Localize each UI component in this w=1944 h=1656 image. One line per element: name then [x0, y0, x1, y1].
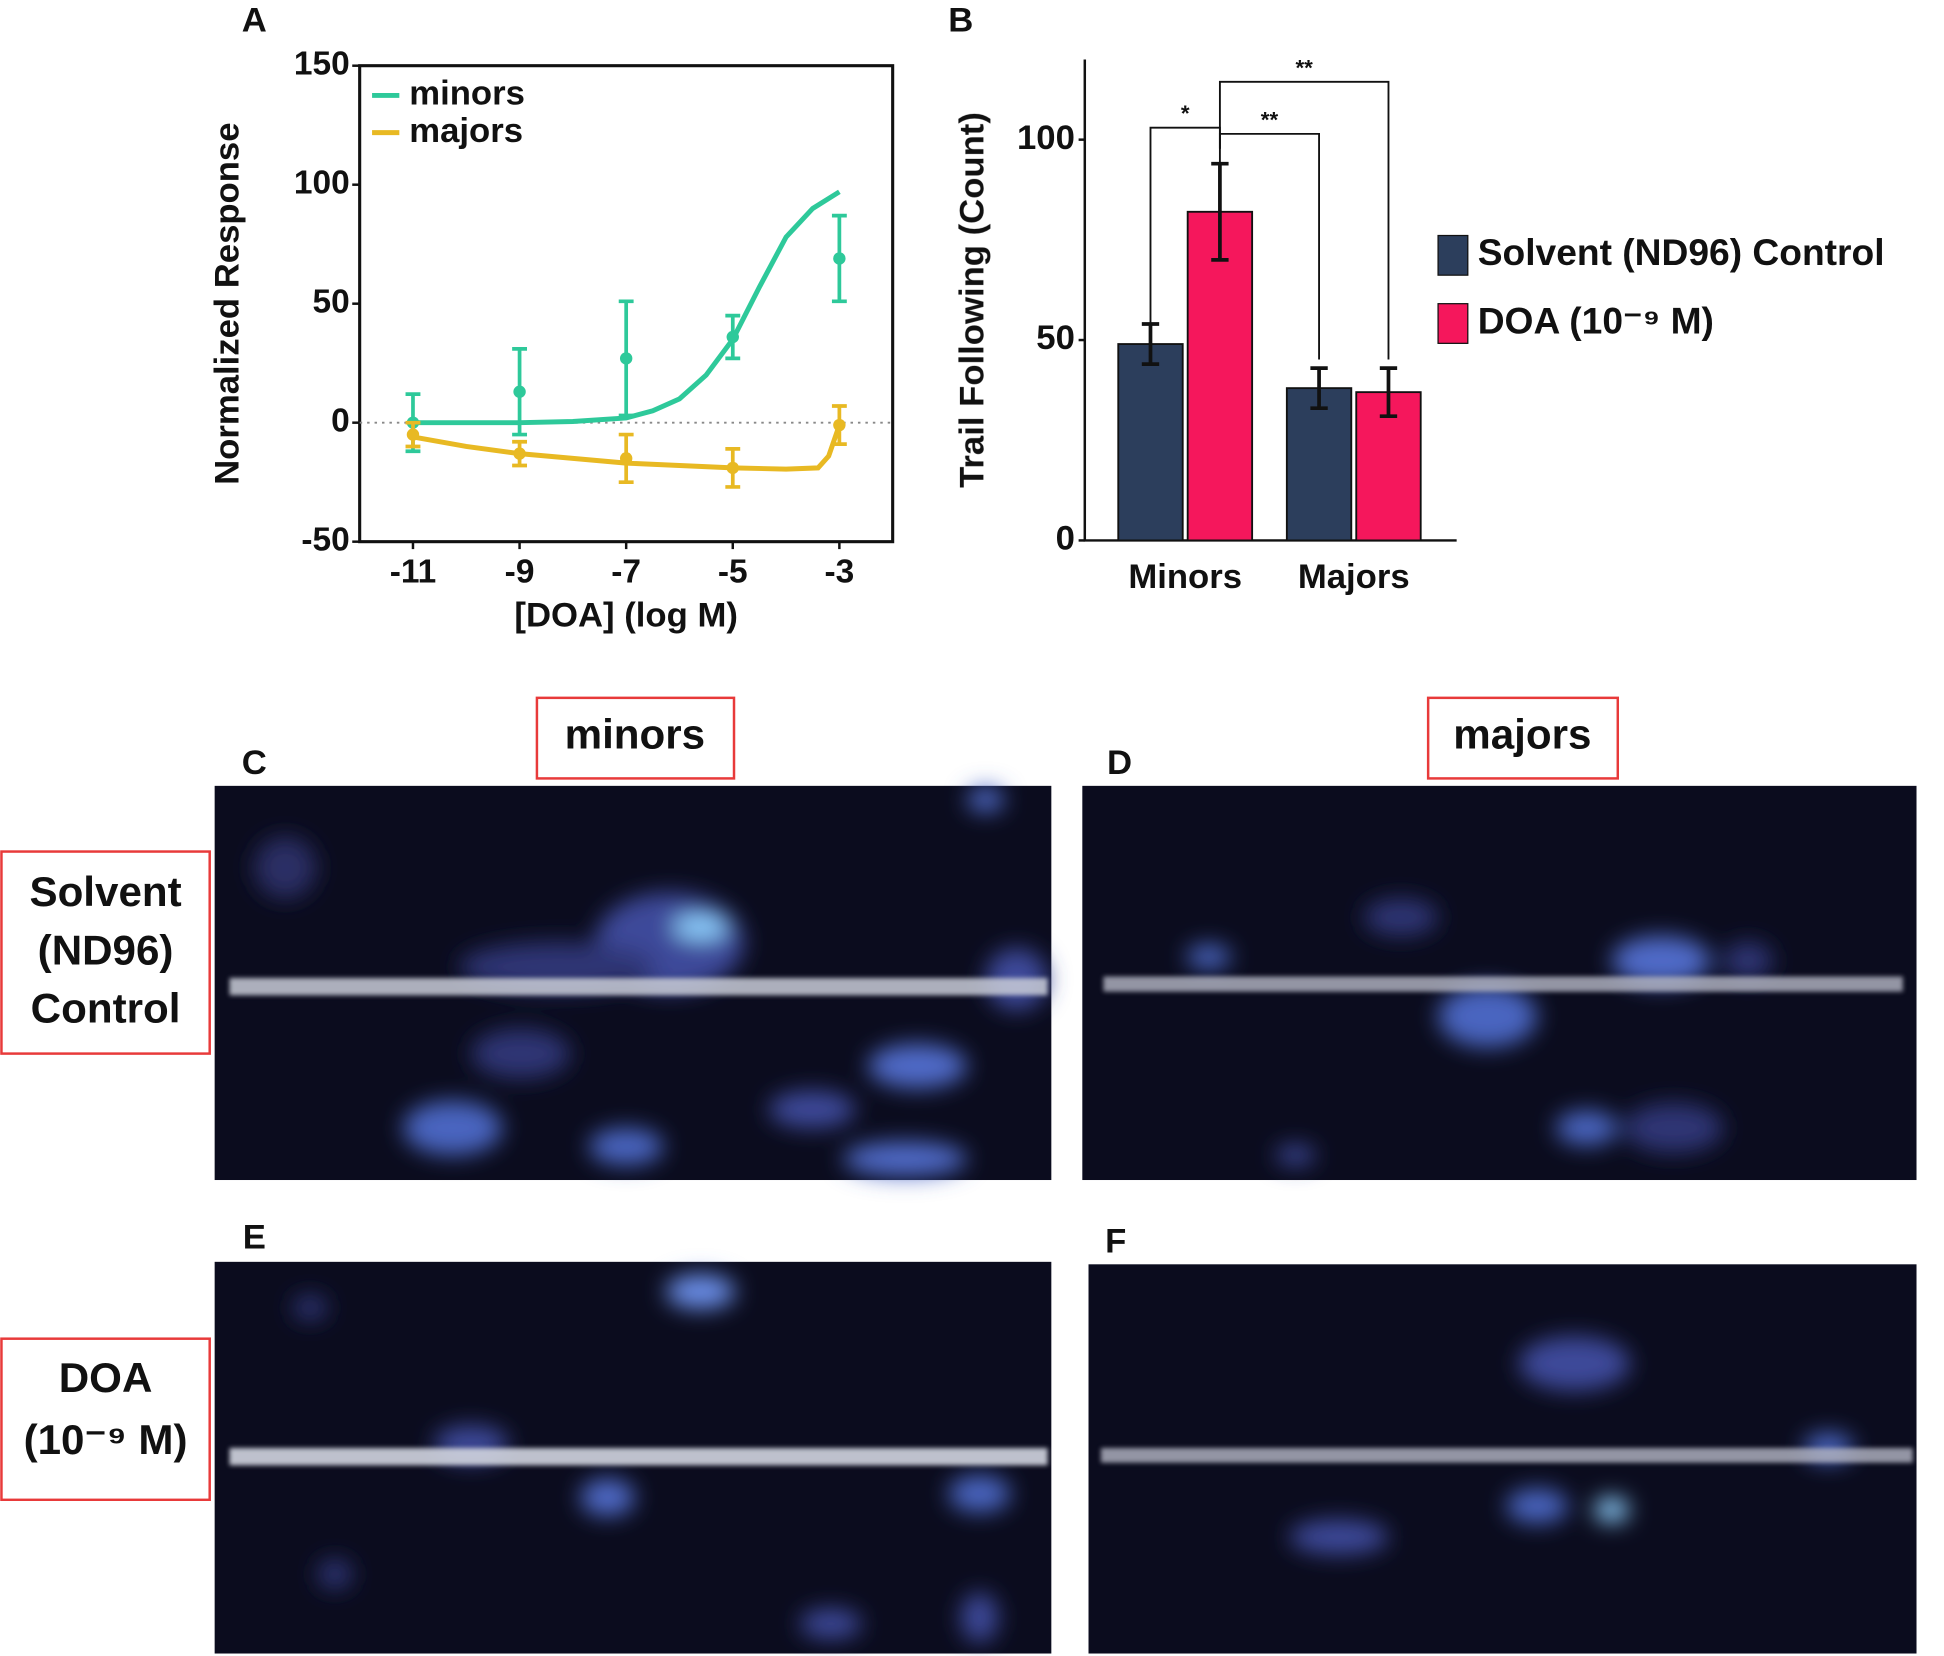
legend-label: majors	[409, 112, 523, 150]
column-header: minors	[565, 711, 705, 758]
x-tick-label: -11	[390, 554, 437, 591]
bar	[1186, 210, 1254, 542]
panel-label: A	[242, 1, 267, 39]
x-tick-label: -3	[824, 554, 854, 591]
x-tick-label: -5	[718, 554, 748, 591]
column-header: majors	[1453, 711, 1591, 758]
panel-label: B	[948, 1, 973, 39]
y-tick-label: 50	[313, 284, 350, 321]
row-label: (ND96)	[38, 926, 174, 973]
error-bar	[1379, 366, 1398, 419]
significance-label: *	[1181, 101, 1190, 126]
error-bar	[1310, 366, 1328, 411]
heatmap-group	[0, 696, 1917, 1654]
significance-bracket	[1149, 126, 1221, 333]
significance-bracket	[1218, 80, 1390, 360]
x-axis-label: [DOA] (log M)	[514, 596, 737, 634]
legend-swatch	[1437, 303, 1469, 344]
data-point	[406, 428, 420, 441]
data-point	[726, 461, 739, 475]
y-tick-label: 100	[294, 165, 350, 202]
column-box	[535, 696, 736, 780]
legend-label: Solvent (ND96) Control	[1478, 231, 1885, 273]
y-tick-label: 150	[294, 46, 350, 83]
x-tick-label: Minors	[1128, 558, 1242, 596]
x-tick-label: -7	[611, 554, 641, 591]
row-label: DOA	[59, 1354, 153, 1401]
data-point	[619, 452, 633, 465]
legend-swatch	[1437, 234, 1469, 276]
row-box	[0, 850, 211, 1055]
row-label: Control	[31, 985, 181, 1032]
significance-label: **	[1261, 107, 1279, 132]
data-point	[833, 252, 846, 265]
column-box	[1426, 696, 1620, 780]
y-axis-label: Normalized Response	[209, 122, 247, 484]
x-tick-label: Majors	[1298, 558, 1410, 596]
legend-label: minors	[409, 75, 525, 113]
panel-label: E	[243, 1219, 266, 1257]
y-tick-label: 0	[331, 403, 350, 440]
x-tick-label: -9	[505, 554, 535, 591]
data-point	[513, 385, 526, 398]
fit-curve	[412, 424, 842, 472]
y-tick-label: -50	[301, 522, 349, 559]
data-point	[513, 447, 526, 460]
bar	[1285, 387, 1353, 542]
significance-label: **	[1296, 55, 1314, 80]
bar	[1117, 343, 1184, 542]
y-tick-label: 50	[1036, 319, 1075, 357]
data-point	[833, 418, 846, 432]
data-point	[726, 330, 739, 344]
data-point	[619, 352, 633, 365]
y-tick-label: 100	[1017, 119, 1075, 157]
y-axis-label: Trail Following (Count)	[954, 112, 992, 488]
row-box	[0, 1337, 211, 1502]
legend-label: DOA (10⁻⁹ M)	[1478, 299, 1714, 341]
panel-label: D	[1107, 744, 1132, 782]
row-label: Solvent	[29, 868, 181, 915]
panel-label: F	[1105, 1222, 1126, 1260]
row-label: (10⁻⁹ M)	[24, 1416, 188, 1463]
trail-lines	[229, 976, 1913, 1466]
y-tick-label: 0	[1056, 520, 1075, 558]
panel-label: C	[242, 744, 267, 782]
